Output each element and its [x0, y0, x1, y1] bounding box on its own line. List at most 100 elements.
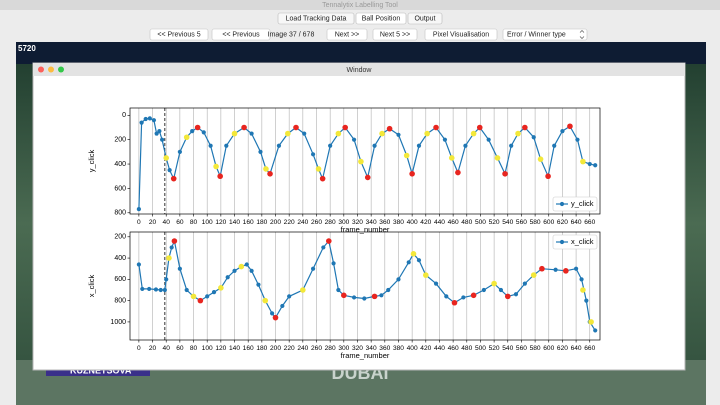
data-point [244, 262, 249, 267]
tab[interactable] [355, 12, 407, 25]
x-tick-label: 480 [461, 345, 472, 352]
highlight-point [364, 174, 371, 181]
data-point [190, 129, 195, 134]
data-point [269, 311, 275, 316]
highlight-point [335, 130, 342, 137]
x-tick-label: 600 [543, 345, 554, 352]
highlight-point [539, 265, 545, 272]
x-tick-label: 300 [338, 219, 349, 226]
x-tick-label: 180 [256, 219, 267, 226]
legend-swatch-marker [559, 201, 565, 207]
x-tick-label: 20 [149, 219, 157, 226]
x-tick-label: 420 [420, 345, 431, 352]
data-point [154, 131, 159, 136]
data-point [560, 129, 565, 134]
x-tick-label: 460 [448, 345, 459, 352]
legend-swatch-marker [559, 239, 565, 245]
close-button[interactable] [38, 66, 44, 73]
highlight-point [262, 297, 269, 304]
tab-label: Output [414, 16, 435, 23]
toolbar-button-label: << Previous 5 [157, 32, 200, 39]
x-tick-label: 40 [163, 219, 171, 226]
y-tick-label: 600 [114, 185, 126, 192]
x-tick-label: 100 [202, 219, 213, 226]
minimize-button[interactable] [48, 66, 54, 73]
data-point [167, 168, 172, 173]
toolbar-button[interactable] [326, 28, 368, 41]
data-point [162, 287, 167, 293]
x-tick-label: 540 [502, 219, 513, 226]
data-point [509, 143, 514, 148]
data-point [396, 277, 401, 282]
y-tick-label: 800 [114, 297, 126, 304]
zoom-button[interactable] [58, 66, 64, 73]
app-titlebar [0, 0, 720, 10]
highlight-point [451, 299, 458, 306]
data-point [157, 129, 162, 134]
toolbar-button[interactable] [372, 28, 418, 41]
highlight-point [494, 155, 501, 161]
highlight-point [470, 130, 477, 137]
x-tick-label: 660 [584, 219, 595, 226]
data-point [575, 137, 580, 142]
highlight-point [272, 314, 279, 321]
x-axis-label: frame_number [341, 225, 390, 234]
tab[interactable] [277, 12, 355, 25]
stadium-banner [16, 42, 706, 64]
data-point [552, 143, 557, 148]
data-point [461, 295, 466, 300]
x-tick-label: 380 [393, 345, 404, 352]
highlight-point [315, 166, 322, 172]
toolbar-button[interactable] [424, 28, 498, 41]
frame-id: 5720 [18, 44, 36, 53]
data-point [587, 161, 592, 167]
highlight-point [231, 130, 238, 137]
x-tick-label: 240 [297, 345, 308, 352]
x-tick-label: 280 [325, 345, 336, 352]
highlight-point [190, 293, 197, 300]
x-tick-label: 400 [407, 345, 418, 352]
highlight-point [563, 268, 569, 274]
highlight-point [448, 155, 455, 161]
highlight-point [325, 238, 332, 244]
data-point [442, 137, 448, 142]
data-point [553, 267, 558, 272]
x-tick-label: 260 [311, 219, 322, 226]
tab[interactable] [407, 12, 443, 25]
dropdown[interactable] [502, 28, 588, 41]
data-point [522, 281, 527, 286]
data-point [158, 287, 163, 293]
x-tick-label: 160 [243, 345, 254, 352]
toolbar-button[interactable] [211, 28, 271, 41]
data-point [573, 266, 579, 271]
x-tick-label: 140 [229, 345, 240, 352]
x-tick-label: 320 [352, 219, 363, 226]
highlight-point [502, 170, 508, 177]
data-point [147, 286, 152, 292]
axes-frame [129, 107, 601, 215]
x-tick-label: 160 [243, 219, 254, 226]
data-point [151, 118, 157, 123]
x-tick-label: 280 [325, 219, 336, 226]
data-point [169, 245, 174, 250]
x-tick-label: 640 [571, 219, 582, 226]
highlight-point [163, 155, 170, 161]
x-tick-label: 220 [284, 345, 295, 352]
toolbar-button[interactable] [149, 28, 209, 41]
highlight-point [267, 170, 273, 177]
highlight-point [197, 297, 204, 304]
x-axis-label: frame_number [341, 351, 390, 360]
highlight-point [341, 292, 347, 299]
highlight-point [238, 263, 245, 270]
highlight-point [567, 123, 573, 130]
highlight-point [530, 272, 537, 278]
x-tick-label: 60 [176, 219, 184, 226]
data-line [138, 117, 596, 210]
x-tick-label: 340 [366, 219, 377, 226]
data-point [416, 258, 422, 263]
data-point [249, 268, 254, 273]
x-tick-label: 360 [379, 345, 390, 352]
highlight-point [263, 166, 269, 172]
y-tick-label: 400 [114, 161, 126, 168]
